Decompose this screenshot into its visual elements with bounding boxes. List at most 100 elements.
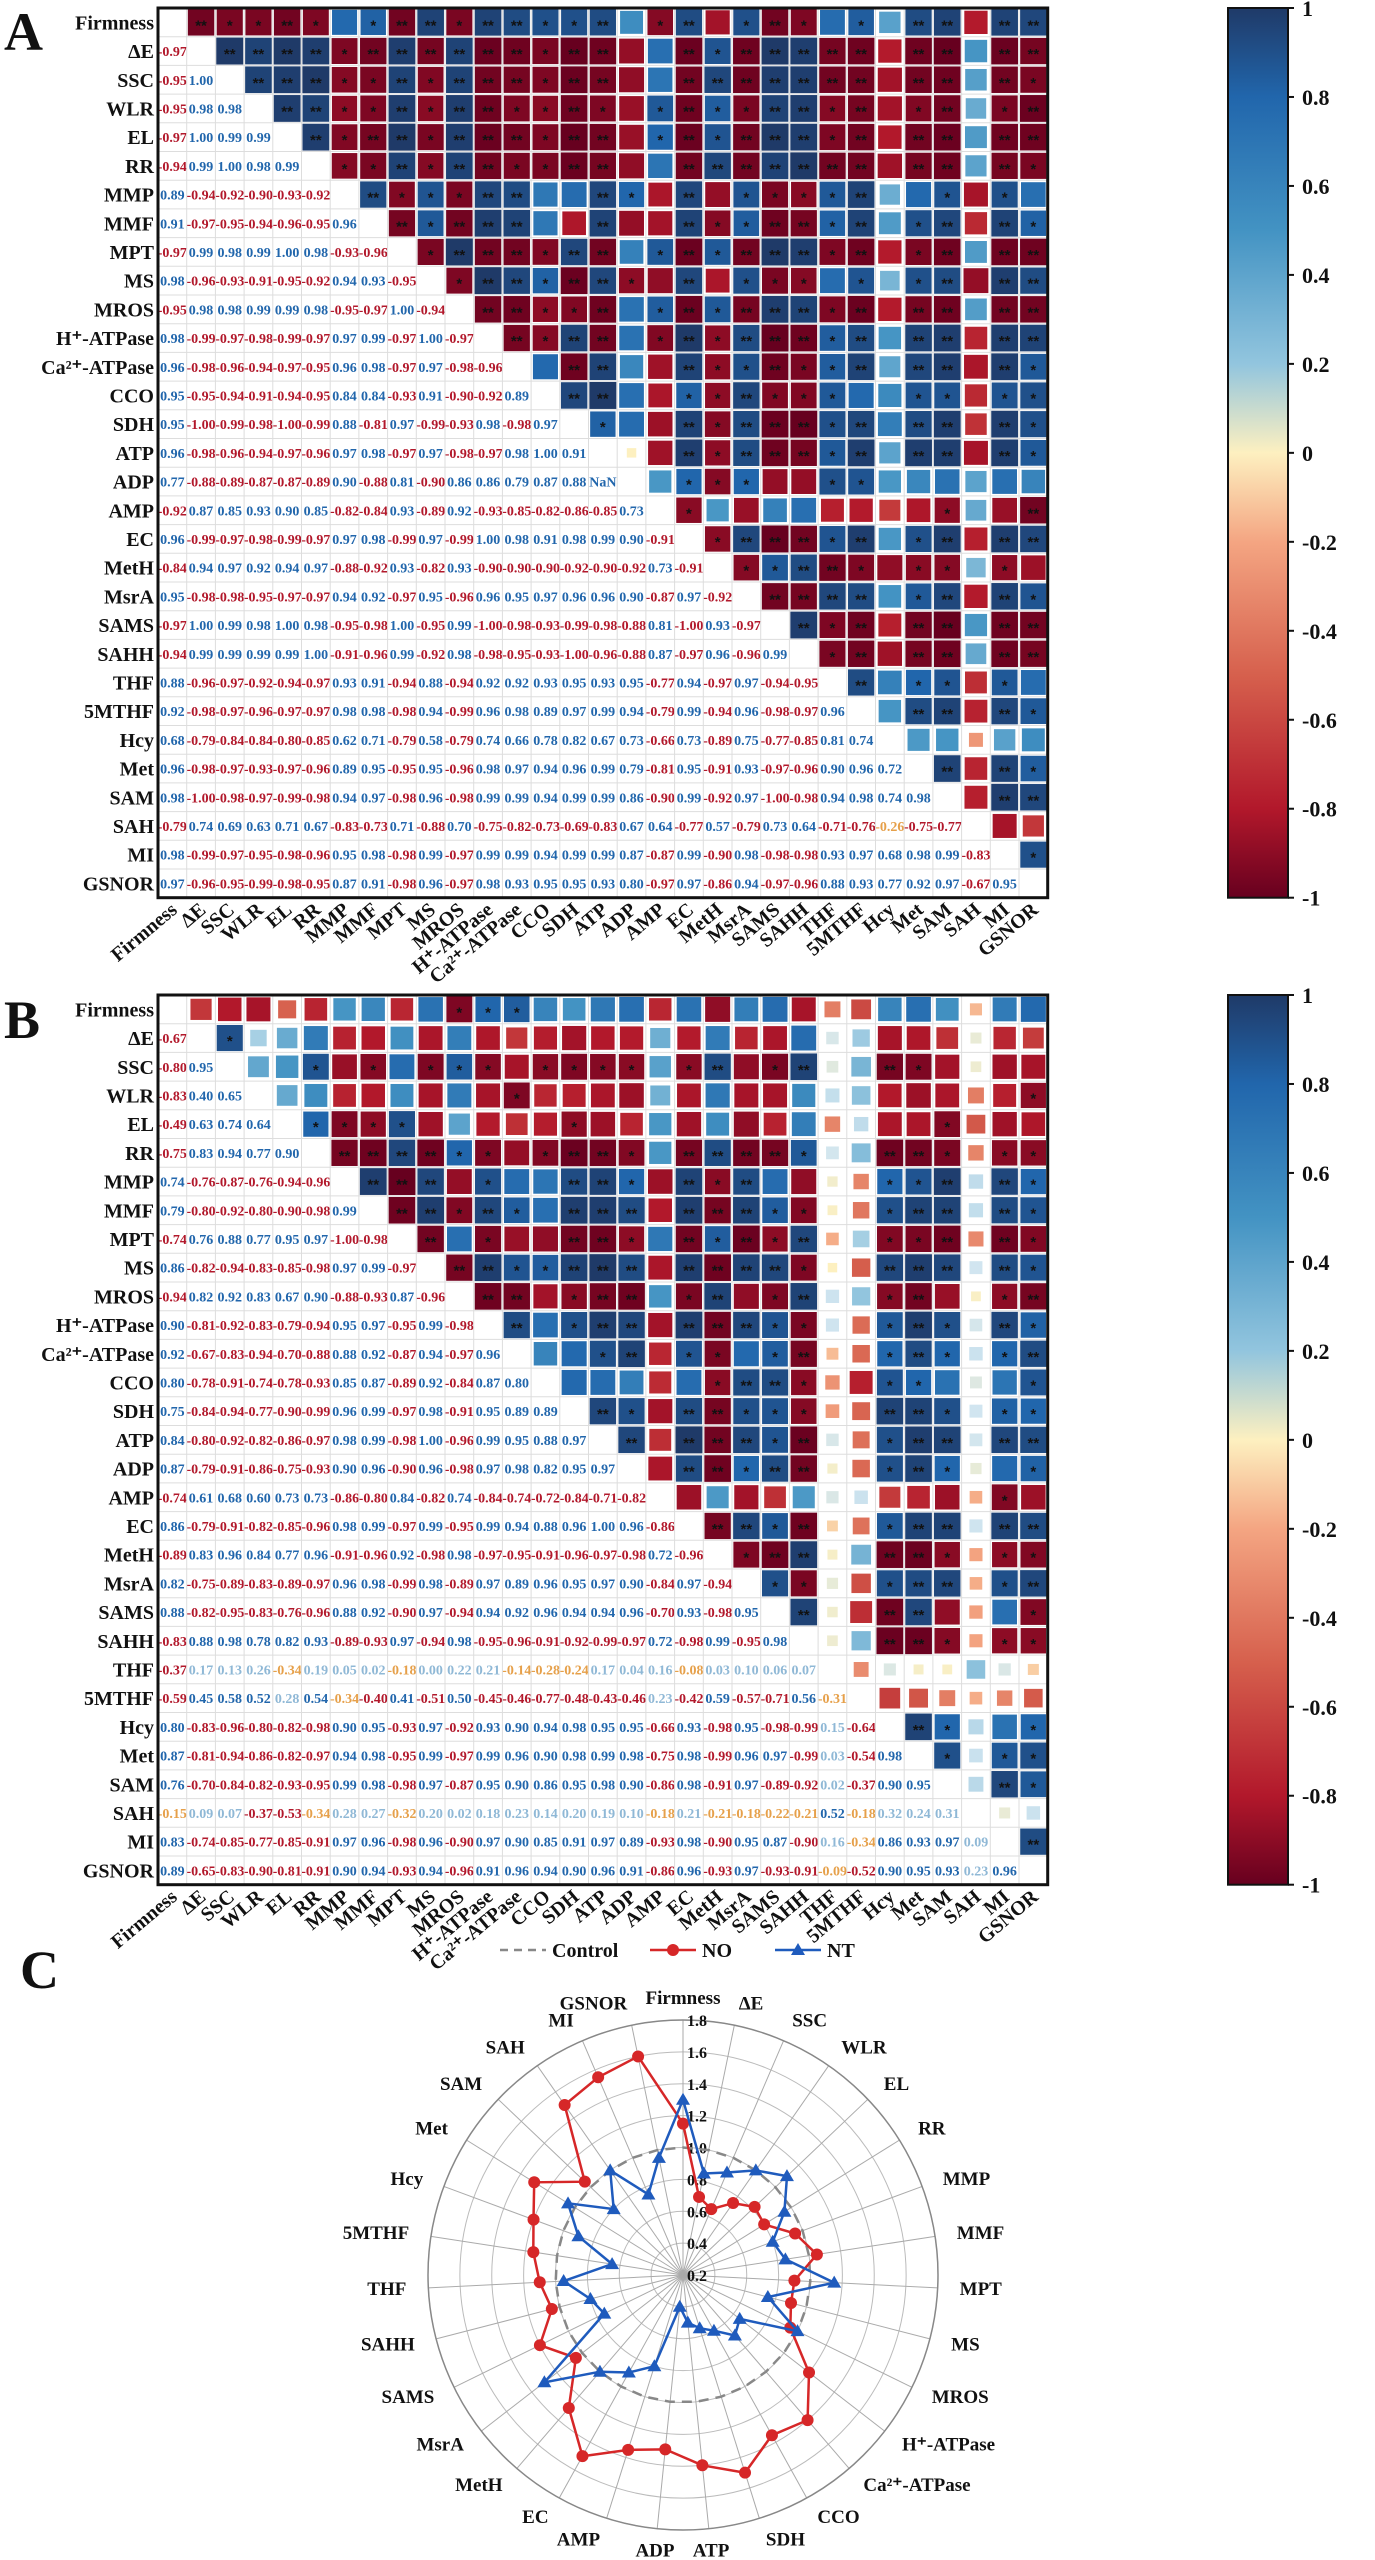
- corr-value: -0.77: [760, 734, 789, 749]
- significance-mark: **: [683, 276, 695, 293]
- corr-value: -0.77: [674, 820, 703, 835]
- corr-square: [532, 124, 559, 151]
- row-label: SAMS: [98, 1602, 154, 1624]
- significance-mark: *: [887, 1464, 893, 1481]
- data-point: [693, 2190, 706, 2203]
- corr-value: 0.16: [648, 1663, 673, 1678]
- corr-square: [991, 1398, 1018, 1424]
- corr-value: 0.99: [677, 705, 702, 720]
- corr-value: -0.14: [502, 1663, 531, 1678]
- row-label: H⁺-ATPase: [56, 328, 154, 350]
- corr-square: [704, 1283, 731, 1310]
- corr-square: [705, 268, 730, 293]
- row-label: Hcy: [120, 730, 154, 752]
- corr-value: 0.95: [332, 1319, 357, 1334]
- row-label: 5MTHF: [84, 1688, 154, 1710]
- corr-value: -0.94: [244, 217, 273, 232]
- corr-value: -0.96: [445, 1864, 474, 1879]
- significance-mark: **: [597, 304, 609, 321]
- corr-value: 0.99: [562, 849, 587, 864]
- corr-square: [273, 9, 301, 36]
- significance-mark: **: [712, 1406, 724, 1423]
- corr-value: -0.51: [416, 1692, 445, 1707]
- data-point: [632, 2050, 645, 2063]
- corr-value: 0.98: [160, 275, 185, 290]
- corr-value: -0.83: [158, 1089, 187, 1104]
- panel-label-a: A: [4, 2, 43, 62]
- corr-value: 0.89: [160, 189, 185, 204]
- corr-value: -0.77: [244, 1836, 273, 1851]
- corr-square: [704, 1254, 731, 1281]
- corr-square: [619, 38, 644, 64]
- corr-value: 0.94: [820, 791, 845, 806]
- corr-square: [790, 353, 817, 380]
- corr-square: [934, 1370, 960, 1395]
- corr-square: [827, 1606, 838, 1618]
- corr-value: 0.97: [418, 1721, 443, 1736]
- corr-square: [964, 584, 988, 608]
- corr-square: [852, 1202, 870, 1219]
- row-label: EL: [127, 1114, 154, 1136]
- corr-value: -0.98: [359, 619, 388, 634]
- corr-square: [933, 755, 961, 782]
- corr-square: [819, 238, 846, 265]
- corr-value: 0.99: [447, 619, 472, 634]
- corr-square: [970, 1061, 982, 1073]
- significance-mark: **: [769, 17, 781, 34]
- significance-mark: *: [227, 17, 233, 34]
- significance-mark: **: [626, 1320, 638, 1337]
- corr-square: [649, 1141, 672, 1164]
- corr-square: [906, 1112, 931, 1137]
- corr-square: [791, 1169, 817, 1195]
- corr-value: -0.31: [818, 1692, 847, 1707]
- corr-value: -0.71: [588, 1491, 617, 1506]
- corr-value: 0.95: [332, 849, 357, 864]
- corr-square: [589, 267, 617, 294]
- significance-mark: **: [511, 247, 523, 264]
- corr-value: 0.94: [619, 705, 644, 720]
- corr-square: [792, 1486, 815, 1509]
- corr-value: -0.98: [760, 1721, 789, 1736]
- significance-mark: *: [543, 1263, 549, 1280]
- radar-axis-label: EC: [522, 2507, 548, 2528]
- corr-value: 0.60: [246, 1491, 271, 1506]
- corr-value: -0.98: [445, 361, 474, 376]
- significance-mark: **: [798, 247, 810, 264]
- corr-square: [905, 1225, 932, 1253]
- significance-mark: **: [712, 1521, 724, 1538]
- corr-value: -0.82: [617, 1491, 646, 1506]
- corr-value: 0.98: [304, 303, 329, 318]
- corr-square: [704, 1426, 731, 1454]
- corr-value: 0.99: [476, 791, 501, 806]
- corr-square: [991, 1426, 1018, 1454]
- significance-mark: **: [913, 17, 925, 34]
- radar-axis-label: MetH: [455, 2475, 503, 2496]
- significance-mark: *: [743, 563, 749, 580]
- corr-value: 0.80: [160, 1376, 185, 1391]
- corr-square: [589, 181, 617, 208]
- corr-square: [991, 1225, 1018, 1253]
- corr-square: [560, 238, 588, 266]
- corr-value: -0.92: [215, 189, 244, 204]
- corr-value: -0.98: [789, 791, 818, 806]
- corr-square: [819, 325, 846, 351]
- corr-value: 0.99: [332, 1778, 357, 1793]
- corr-value: 0.93: [505, 877, 530, 892]
- corr-value: -0.95: [301, 361, 330, 376]
- corr-value: 0.92: [476, 676, 501, 691]
- significance-mark: *: [1030, 1148, 1036, 1165]
- corr-square: [733, 411, 760, 438]
- radar-spoke: [682, 2274, 808, 2499]
- significance-mark: **: [1028, 46, 1040, 63]
- corr-value: -0.98: [387, 791, 416, 806]
- row-label: SSC: [117, 1057, 154, 1079]
- significance-mark: *: [456, 1148, 462, 1165]
- corr-value: -0.97: [387, 1520, 416, 1535]
- corr-value: -0.96: [789, 877, 818, 892]
- corr-square: [360, 9, 386, 36]
- significance-mark: **: [741, 247, 753, 264]
- significance-mark: **: [798, 1234, 810, 1251]
- significance-mark: **: [884, 1406, 896, 1423]
- significance-mark: **: [999, 1263, 1011, 1280]
- significance-mark: **: [425, 17, 437, 34]
